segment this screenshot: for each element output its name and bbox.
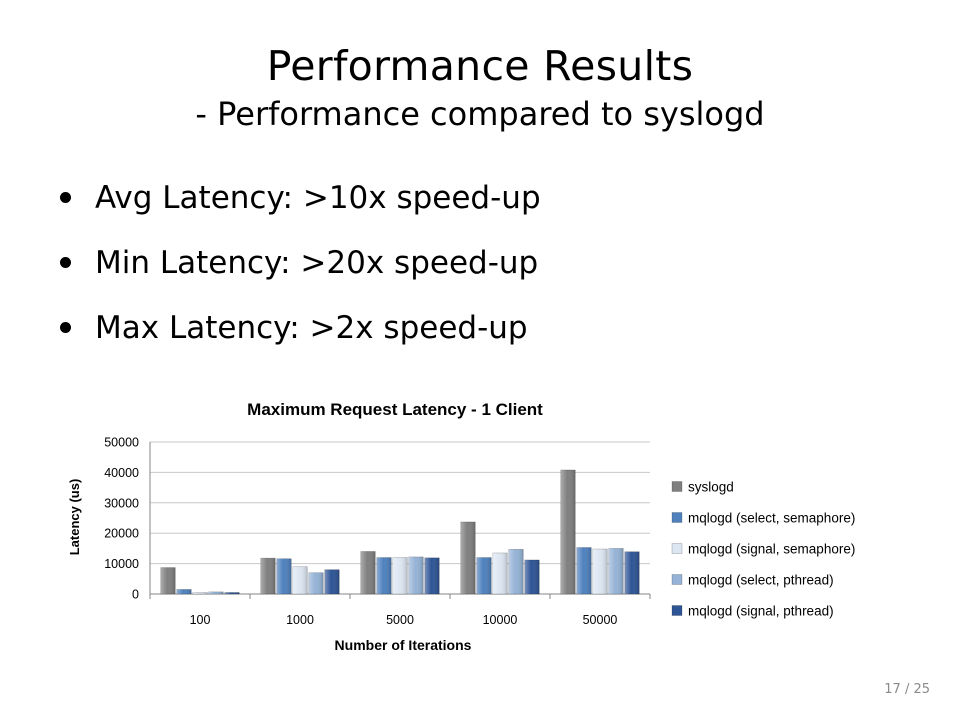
legend-swatch — [671, 605, 683, 616]
legend-swatch — [671, 481, 683, 492]
legend-label: mqlogd (signal, semaphore) — [688, 542, 855, 557]
bar-shading — [292, 566, 308, 594]
bullet-item: Max Latency: >2x speed-up — [60, 308, 541, 348]
bar-shading — [192, 592, 208, 594]
slide-title: Performance Results - Performance compar… — [0, 40, 960, 136]
bar-shading — [392, 557, 408, 594]
page-number: 17 / 25 — [884, 682, 930, 697]
x-tick-label: 50000 — [583, 613, 618, 627]
bar-shading — [260, 558, 276, 594]
bullet-dot-icon — [60, 257, 71, 268]
x-tick-label: 5000 — [386, 613, 414, 627]
y-tick-label: 30000 — [104, 496, 139, 510]
bar-shading — [624, 551, 640, 594]
bar-shading — [360, 551, 376, 594]
bar-shading — [508, 549, 524, 594]
bar-shading — [176, 589, 192, 594]
bullet-dot-icon — [60, 192, 71, 203]
legend-label: mqlogd (select, pthread) — [688, 573, 834, 588]
bar-shading — [160, 567, 176, 594]
page-subtitle: - Performance compared to syslogd — [195, 95, 765, 133]
legend-label: mqlogd (select, semaphore) — [688, 511, 855, 526]
bar-shading — [276, 558, 292, 594]
bar-shading — [208, 591, 224, 594]
bar-chart: Maximum Request Latency - 1 Client Laten… — [67, 400, 855, 653]
bullet-dot-icon — [60, 322, 71, 333]
bullet-item: Min Latency: >20x speed-up — [60, 243, 541, 283]
y-axis-label: Latency (us) — [67, 479, 82, 556]
bar-shading — [376, 557, 392, 594]
legend-swatch — [671, 512, 683, 523]
bullet-text: Avg Latency: >10x speed-up — [95, 180, 541, 216]
bar-shading — [460, 521, 476, 594]
y-tick-label: 0 — [132, 588, 139, 602]
bullet-list: Avg Latency: >10x speed-up Min Latency: … — [60, 178, 541, 373]
bar-shading — [560, 469, 576, 594]
bar-shading — [608, 548, 624, 594]
bar-shading — [592, 549, 608, 594]
chart-title: Maximum Request Latency - 1 Client — [247, 400, 543, 419]
bar-shading — [476, 557, 492, 594]
bar-shading — [424, 557, 440, 594]
page-title: Performance Results — [266, 42, 694, 90]
bar-shading — [408, 556, 424, 594]
x-tick-label: 100 — [190, 613, 211, 627]
bullet-text: Min Latency: >20x speed-up — [95, 245, 539, 281]
y-tick-label: 50000 — [104, 436, 139, 450]
bullet-item: Avg Latency: >10x speed-up — [60, 178, 541, 218]
x-axis-label: Number of Iterations — [335, 637, 472, 653]
legend-label: syslogd — [688, 480, 734, 495]
bar-shading — [324, 569, 340, 594]
x-tick-label: 10000 — [483, 613, 518, 627]
bar-shading — [576, 547, 592, 594]
bar-shading — [524, 559, 540, 594]
legend-swatch — [671, 574, 683, 585]
y-tick-label: 10000 — [104, 557, 139, 571]
bullet-text: Max Latency: >2x speed-up — [95, 310, 528, 346]
y-tick-label: 20000 — [104, 527, 139, 541]
bar-shading — [492, 552, 508, 594]
bar-shading — [308, 572, 324, 594]
legend-swatch — [671, 543, 683, 554]
legend-label: mqlogd (signal, pthread) — [688, 604, 834, 619]
bar-shading — [224, 592, 240, 594]
y-tick-label: 40000 — [104, 466, 139, 480]
x-tick-label: 1000 — [286, 613, 314, 627]
